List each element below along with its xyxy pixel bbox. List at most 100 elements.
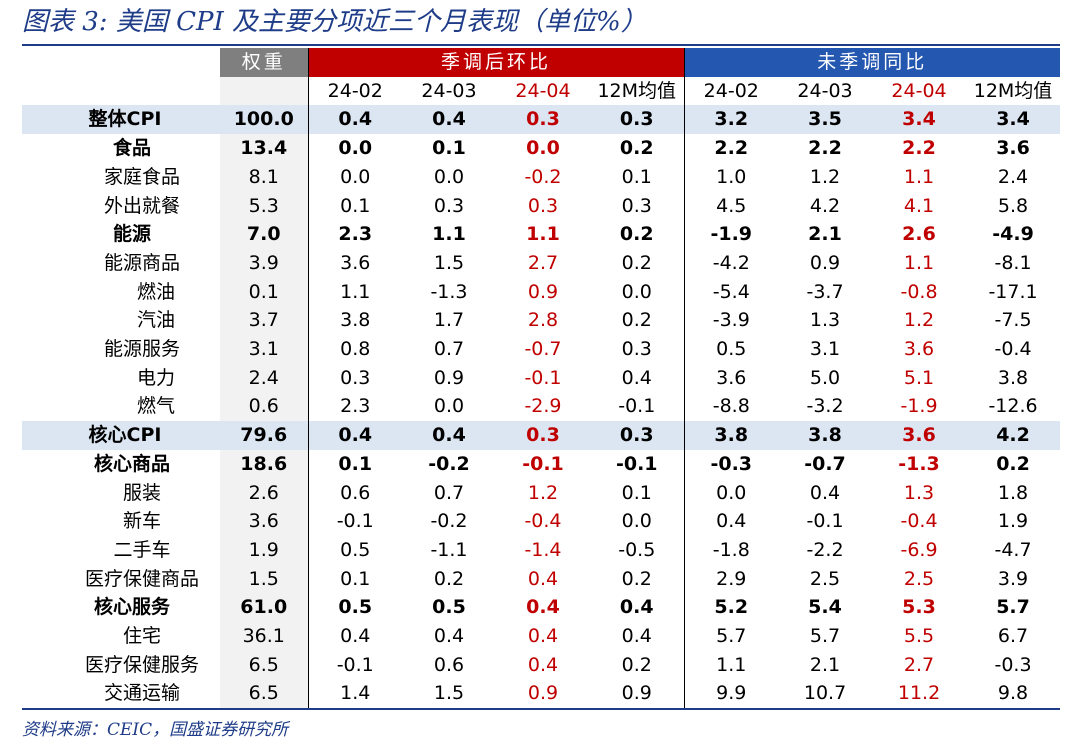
nsa-value-cell: -1.9 bbox=[900, 395, 938, 418]
row-label: 外出就餐 bbox=[103, 194, 180, 217]
table-row: 汽油 3.7 3.8 1.7 2.8 0.2 -3.9 1.3 1.2 -7.5 bbox=[22, 306, 1060, 336]
sa-value-cell: 0.1 bbox=[307, 564, 402, 594]
row-label: 汽油 bbox=[136, 309, 175, 332]
sa-value-cell: 0.1 bbox=[621, 165, 652, 188]
sa-value-cell: 3.6 bbox=[307, 248, 402, 278]
weight-cell: 2.6 bbox=[220, 478, 308, 508]
nsa-value-cell: 1.2 bbox=[903, 309, 935, 332]
nsa-value-cell: 0.9 bbox=[809, 251, 841, 274]
row-label: 医疗保健服务 bbox=[84, 653, 199, 676]
sa-value-cell: 0.6 bbox=[307, 478, 402, 508]
sa-value-cell: 0.1 bbox=[307, 191, 402, 221]
nsa-value-cell: 1.3 bbox=[809, 309, 841, 332]
nsa-value-cell: 10.7 bbox=[778, 679, 873, 711]
weight-cell: 8.1 bbox=[220, 162, 308, 192]
nsa-value-cell: -0.7 bbox=[804, 452, 846, 475]
sa-value-cell: 0.4 bbox=[621, 625, 652, 648]
sa-col-header: 24-02 bbox=[307, 76, 402, 106]
nsa-value-cell: -8.1 bbox=[994, 251, 1032, 274]
sa-value-cell: 0.7 bbox=[433, 481, 465, 504]
nsa-value-cell: 4.5 bbox=[683, 191, 779, 221]
nsa-value-cell: 3.5 bbox=[778, 105, 873, 135]
sa-value-cell: 0.4 bbox=[621, 366, 652, 389]
sa-value-cell: 0.0 bbox=[621, 280, 652, 303]
nsa-value-cell: -4.7 bbox=[994, 538, 1032, 561]
table-row: 核心服务 61.0 0.5 0.5 0.4 0.4 5.2 5.4 5.3 5.7 bbox=[22, 593, 1060, 623]
sa-value-cell: 0.4 bbox=[527, 653, 559, 676]
nsa-value-cell: 3.6 bbox=[872, 421, 967, 450]
nsa-value-cell: 3.6 bbox=[903, 338, 935, 361]
row-label: 二手车 bbox=[113, 538, 171, 561]
table-row: 新车 3.6 -0.1 -0.2 -0.4 0.0 0.4 -0.1 -0.4 1.9 bbox=[22, 507, 1060, 536]
table-row: 医疗保健服务 6.5 -0.1 0.6 0.4 0.2 1.1 2.1 2.7 -0.3 bbox=[22, 650, 1060, 680]
row-label: 家庭食品 bbox=[103, 165, 180, 188]
sa-col-header: 24-03 bbox=[421, 79, 477, 102]
sa-value-cell: 1.2 bbox=[527, 481, 559, 504]
table-row: 能源商品 3.9 3.6 1.5 2.7 0.2 -4.2 0.9 1.1 -8.1 bbox=[22, 248, 1060, 278]
source-note: 资料来源：CEIC，国盛证券研究所 bbox=[22, 720, 289, 740]
nsa-value-cell: -0.3 bbox=[994, 653, 1032, 676]
nsa-value-cell: 2.1 bbox=[808, 223, 842, 246]
nsa-value-cell: 0.0 bbox=[683, 478, 779, 508]
sa-value-cell: 0.3 bbox=[590, 105, 685, 135]
row-label: 燃气 bbox=[136, 395, 175, 418]
table-row: 燃气 0.6 2.3 0.0 -2.9 -0.1 -8.8 -3.2 -1.9 -12.6 bbox=[22, 392, 1060, 422]
table-row: 住宅 36.1 0.4 0.4 0.4 0.4 5.7 5.7 5.5 6.7 bbox=[22, 622, 1060, 651]
row-label: 核心服务 bbox=[93, 596, 170, 619]
nsa-value-cell: 3.9 bbox=[997, 567, 1029, 590]
weight-cell: 0.1 bbox=[220, 277, 308, 307]
column-header-row: 24-02 24-03 24-04 12M均值 24-02 24-03 24-0… bbox=[22, 76, 1060, 106]
nsa-value-cell: -1.9 bbox=[683, 220, 779, 249]
weight-cell: 1.5 bbox=[220, 564, 308, 594]
sa-value-cell: 0.9 bbox=[496, 679, 590, 711]
nsa-value-cell: -5.4 bbox=[683, 277, 779, 307]
sa-value-cell: 0.0 bbox=[526, 137, 560, 160]
row-label: 能源商品 bbox=[103, 251, 180, 274]
nsa-value-cell: 3.6 bbox=[683, 363, 779, 393]
weight-cell: 3.9 bbox=[220, 248, 308, 278]
nsa-value-cell: 2.4 bbox=[997, 165, 1029, 188]
weight-cell: 2.4 bbox=[220, 363, 308, 393]
table-row: 能源服务 3.1 0.8 0.7 -0.7 0.3 0.5 3.1 3.6 -0.4 bbox=[22, 335, 1060, 364]
table-row: 整体CPI 100.0 0.4 0.4 0.3 0.3 3.2 3.5 3.4 3.4 bbox=[22, 105, 1061, 135]
sa-value-cell: -0.5 bbox=[618, 538, 656, 561]
nsa-value-cell: 5.4 bbox=[808, 596, 842, 619]
sa-value-cell: 0.6 bbox=[433, 653, 465, 676]
nsa-value-cell: 5.5 bbox=[903, 625, 935, 648]
sa-value-cell: 0.0 bbox=[433, 395, 465, 418]
nsa-value-cell: 4.1 bbox=[903, 194, 935, 217]
nsa-value-cell: 5.2 bbox=[683, 593, 779, 623]
row-label: 能源 bbox=[112, 223, 151, 246]
table-row: 服装 2.6 0.6 0.7 1.2 0.1 0.0 0.4 1.3 1.8 bbox=[22, 478, 1060, 508]
sa-value-cell: 0.4 bbox=[433, 625, 465, 648]
sa-value-cell: 0.4 bbox=[402, 105, 496, 135]
sa-value-cell: 0.3 bbox=[307, 363, 402, 393]
sa-value-cell: -0.1 bbox=[524, 366, 562, 389]
nsa-value-cell: 5.0 bbox=[809, 366, 841, 389]
table-row: 能源 7.0 2.3 1.1 1.1 0.2 -1.9 2.1 2.6 -4.9 bbox=[22, 220, 1060, 249]
nsa-value-cell: 1.1 bbox=[683, 650, 779, 680]
nsa-value-cell: 0.5 bbox=[683, 335, 779, 364]
sa-value-cell: 0.4 bbox=[526, 596, 560, 619]
sa-value-cell: -0.1 bbox=[307, 650, 402, 680]
sa-value-cell: 0.9 bbox=[433, 366, 465, 389]
nsa-value-cell: 0.4 bbox=[683, 507, 779, 536]
blank-subheader-cell bbox=[22, 77, 220, 106]
sa-col-header: 24-04 bbox=[515, 79, 571, 102]
weight-cell: 5.3 bbox=[220, 191, 308, 221]
nsa-value-cell: -0.1 bbox=[806, 510, 844, 533]
sa-value-cell: -1.4 bbox=[524, 538, 562, 561]
weight-cell: 36.1 bbox=[220, 622, 308, 651]
nsa-value-cell: 1.0 bbox=[683, 162, 779, 192]
row-label: 核心CPI bbox=[22, 421, 220, 450]
nsa-value-cell: 9.8 bbox=[966, 679, 1061, 711]
nsa-value-cell: 5.3 bbox=[902, 596, 936, 619]
table-row: 交通运输 6.5 1.4 1.5 0.9 0.9 9.9 10.7 11.2 9.8 bbox=[22, 679, 1061, 711]
sa-value-cell: 0.4 bbox=[307, 622, 402, 651]
nsa-value-cell: 0.2 bbox=[996, 452, 1030, 475]
nsa-value-cell: -0.4 bbox=[900, 510, 938, 533]
nsa-value-cell: -3.7 bbox=[806, 280, 844, 303]
row-label: 交通运输 bbox=[22, 679, 220, 711]
weight-cell: 1.9 bbox=[220, 535, 308, 565]
sa-value-cell: 0.3 bbox=[621, 194, 652, 217]
